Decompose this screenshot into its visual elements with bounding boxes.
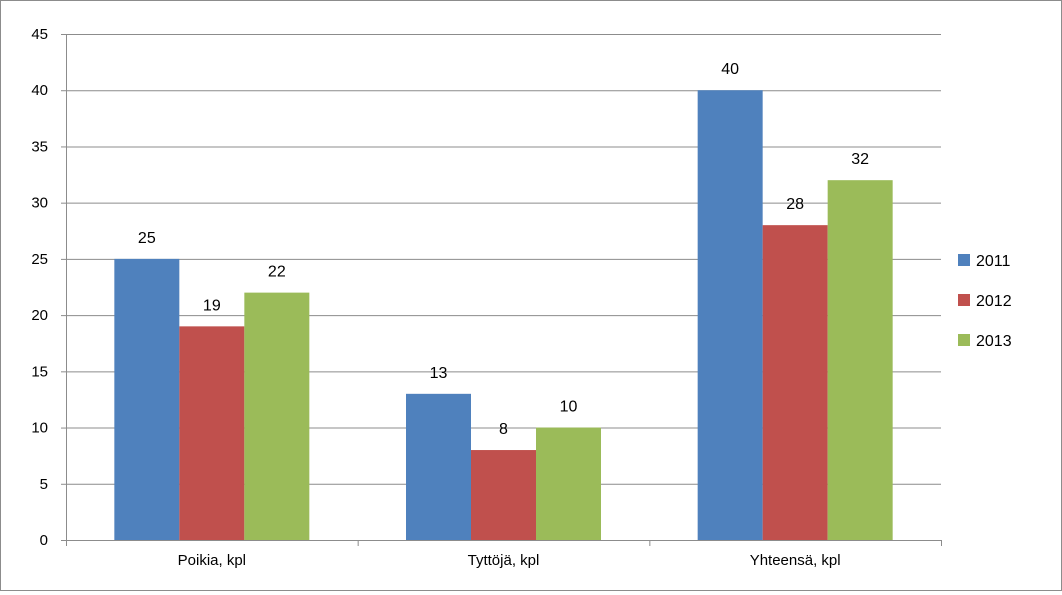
data-label: 8 bbox=[499, 421, 508, 438]
bar-2011-0 bbox=[114, 258, 180, 540]
y-tick-label: 20 bbox=[31, 307, 48, 324]
y-tick-label: 10 bbox=[31, 420, 48, 437]
data-label: 13 bbox=[430, 365, 448, 382]
bar-2013-2 bbox=[827, 180, 893, 540]
y-tick-label: 40 bbox=[31, 82, 48, 99]
y-tick-label: 0 bbox=[40, 532, 48, 549]
data-label: 10 bbox=[560, 399, 578, 416]
legend-label: 2013 bbox=[976, 333, 1012, 350]
legend-swatch-2012 bbox=[958, 294, 970, 306]
data-labels: 25 19 22 13 8 10 40 28 32 bbox=[138, 61, 869, 438]
y-tick-label: 45 bbox=[31, 26, 48, 43]
y-tick-label: 35 bbox=[31, 138, 48, 155]
x-tick-label: Poikia, kpl bbox=[178, 552, 246, 569]
bar-2013-1 bbox=[536, 427, 601, 540]
data-label: 32 bbox=[851, 151, 869, 168]
axes: 0 5 10 15 20 25 30 35 40 45 Poikia, kpl Tyttöjä, kp… bbox=[31, 26, 942, 569]
bar-2012-1 bbox=[471, 450, 536, 540]
data-label: 22 bbox=[268, 264, 286, 281]
bar-2012-2 bbox=[762, 225, 828, 540]
data-label: 19 bbox=[203, 297, 221, 314]
data-label: 28 bbox=[786, 196, 804, 213]
bar-2012-0 bbox=[179, 326, 245, 540]
legend: 2011 2012 2013 bbox=[958, 253, 1012, 350]
bar-2011-1 bbox=[406, 393, 471, 540]
legend-swatch-2011 bbox=[958, 254, 970, 266]
legend-swatch-2013 bbox=[958, 334, 970, 346]
bars bbox=[114, 90, 893, 540]
legend-label: 2011 bbox=[976, 253, 1011, 270]
data-label: 40 bbox=[721, 61, 739, 78]
y-tick-label: 30 bbox=[31, 195, 48, 212]
legend-label: 2012 bbox=[976, 293, 1012, 310]
y-tick-label: 15 bbox=[31, 363, 48, 380]
data-label: 25 bbox=[138, 230, 156, 247]
bar-2011-2 bbox=[697, 90, 763, 540]
x-tick-label: Yhteensä, kpl bbox=[750, 552, 841, 569]
x-tick-label: Tyttöjä, kpl bbox=[468, 552, 540, 569]
bar-2013-0 bbox=[244, 292, 310, 540]
y-tick-label: 25 bbox=[31, 251, 48, 268]
y-tick-label: 5 bbox=[40, 476, 48, 493]
